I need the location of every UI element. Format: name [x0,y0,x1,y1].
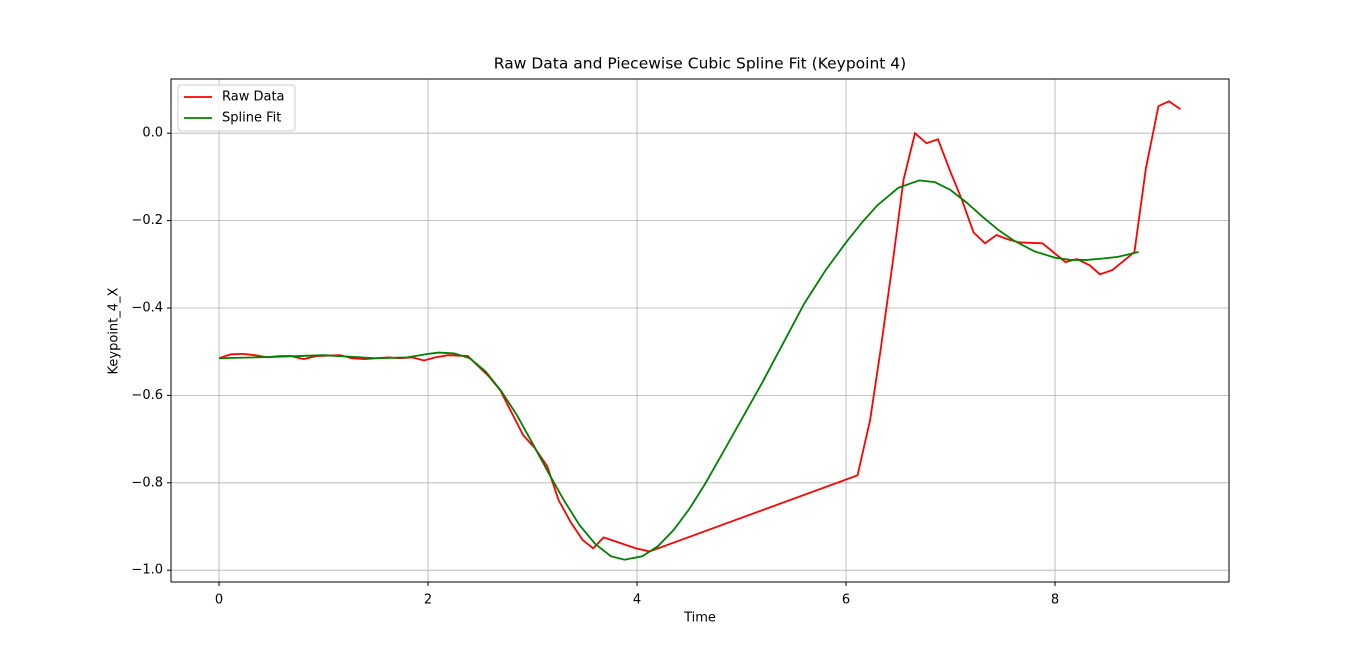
x-tick-label: 8 [1051,593,1059,608]
y-axis-label: Keypoint_4_X [107,287,122,374]
series-line [218,100,1181,553]
legend-label: Spline Fit [222,111,281,126]
series-line [219,179,1139,561]
x-tick-label: 4 [633,593,641,608]
x-tick-label: 0 [215,593,223,608]
legend: Raw Data Spline Fit [177,84,296,132]
y-tick-label: −0.6 [131,388,163,403]
x-tick-label: 6 [842,593,850,608]
plot-frame [170,78,1230,583]
y-tick-label: −1.0 [131,563,163,578]
y-tick-label: −0.8 [131,475,163,490]
chart-title: Raw Data and Piecewise Cubic Spline Fit … [494,55,906,73]
y-tick-label: −0.4 [131,300,163,315]
x-axis-label: Time [683,611,716,626]
y-tick-label: −0.2 [131,213,163,228]
y-tick-label: 0.0 [142,126,163,141]
legend-label: Raw Data [222,90,285,105]
x-tick-label: 2 [424,593,432,608]
